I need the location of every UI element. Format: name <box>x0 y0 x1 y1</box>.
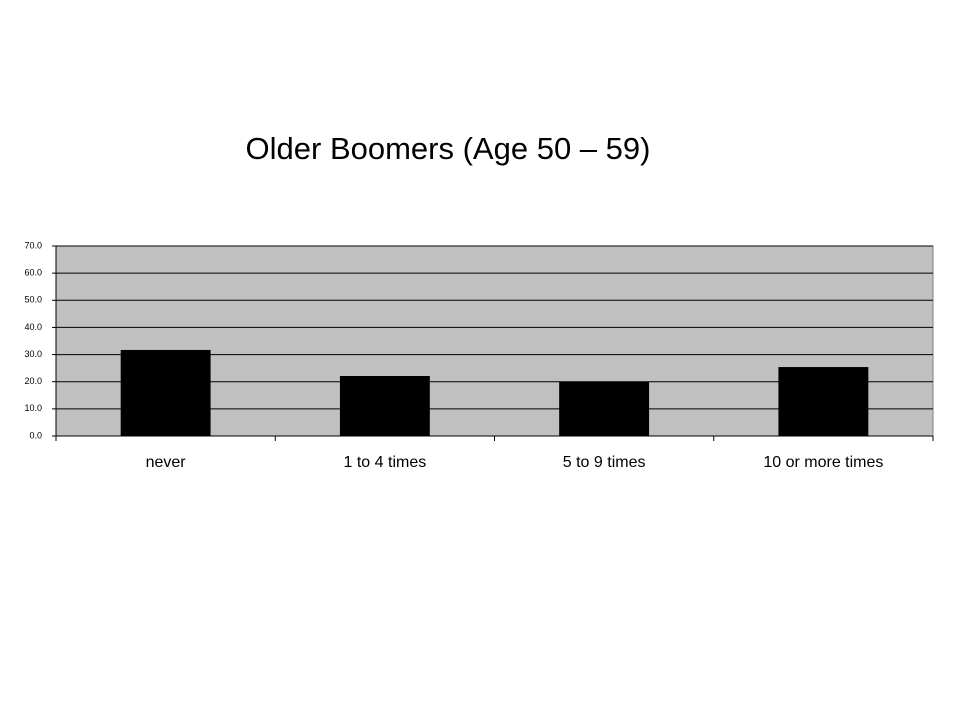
x-tick-label: 1 to 4 times <box>344 454 427 471</box>
y-tick-label: 30.0 <box>24 349 42 359</box>
bar <box>339 376 430 436</box>
y-tick-label: 50.0 <box>24 295 42 305</box>
y-tick-label: 60.0 <box>24 268 42 278</box>
y-tick-label: 70.0 <box>24 240 42 250</box>
chart-title: Older Boomers (Age 50 – 59) <box>246 131 651 166</box>
x-tick-label: 10 or more times <box>763 454 883 471</box>
y-tick-label: 10.0 <box>24 403 42 413</box>
x-tick-label: never <box>146 454 187 471</box>
y-tick-label: 20.0 <box>24 376 42 386</box>
x-tick-label: 5 to 9 times <box>563 454 646 471</box>
y-tick-label: 40.0 <box>24 322 42 332</box>
bar <box>778 367 869 436</box>
y-tick-label: 0.0 <box>29 430 42 440</box>
bar <box>559 381 650 436</box>
bar <box>120 349 211 436</box>
